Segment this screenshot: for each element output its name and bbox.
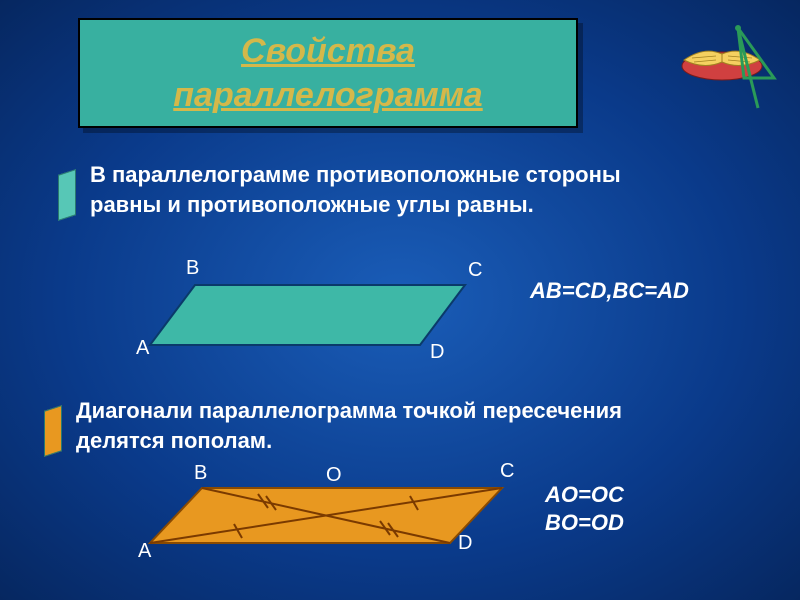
label-B-2: B (194, 462, 207, 485)
label-A-2: A (138, 540, 151, 563)
label-B-1: B (186, 257, 199, 280)
bullet-1 (58, 169, 76, 221)
equation-1: AB=CD,BC=AD (530, 278, 689, 304)
title-box: Свойства параллелограмма (78, 18, 578, 128)
property1-text: В параллелограмме противоположные сторон… (90, 160, 670, 219)
label-D-2: D (458, 532, 472, 555)
label-C-1: C (468, 259, 482, 282)
title-line2: параллелограмма (173, 73, 482, 117)
label-O-2: O (326, 464, 342, 487)
title-line1: Свойства (241, 29, 415, 73)
equation-2b: BO=OD (545, 510, 624, 536)
diagram-2: B O C A D (140, 470, 520, 580)
label-A-1: A (136, 337, 149, 360)
bullet-2 (44, 405, 62, 457)
diagram-1: B C A D (140, 275, 480, 375)
label-D-1: D (430, 341, 444, 364)
book-compass-icon (670, 20, 780, 120)
label-C-2: C (500, 460, 514, 483)
property2-text: Диагонали параллелограмма точкой пересеч… (76, 396, 716, 455)
equation-2a: AO=OC (545, 482, 624, 508)
